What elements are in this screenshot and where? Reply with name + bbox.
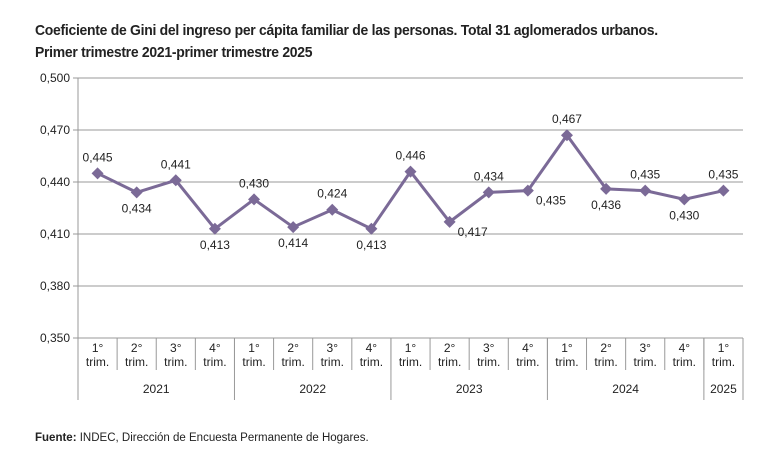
data-label: 0,434 (122, 201, 152, 215)
year-label: 2022 (299, 382, 326, 396)
x-tick-label: trim. (164, 355, 187, 369)
x-tick-label: trim. (125, 355, 148, 369)
x-tick-label: trim. (673, 355, 696, 369)
data-label: 0,414 (278, 236, 308, 250)
x-tick-label: 2° (444, 341, 456, 355)
x-tick-label: 4° (522, 341, 534, 355)
y-tick-label: 0,410 (40, 227, 70, 241)
x-tick-label: 1° (92, 341, 104, 355)
source-label: Fuente: (35, 432, 77, 444)
data-label: 0,430 (239, 176, 269, 190)
data-label: 0,467 (552, 112, 582, 126)
y-tick-label: 0,350 (40, 331, 70, 345)
x-tick-label: trim. (360, 355, 383, 369)
data-label: 0,413 (356, 238, 386, 252)
data-point (365, 222, 378, 235)
x-tick-label: trim. (438, 355, 461, 369)
data-label: 0,424 (317, 187, 347, 201)
x-tick-label: trim. (516, 355, 539, 369)
x-tick-label: trim. (242, 355, 265, 369)
data-label: 0,441 (161, 157, 191, 171)
data-label: 0,435 (630, 168, 660, 182)
x-tick-label: trim. (203, 355, 226, 369)
year-label: 2021 (143, 382, 170, 396)
data-point (600, 182, 613, 195)
x-tick-label: 1° (561, 341, 573, 355)
x-tick-label: 3° (327, 341, 339, 355)
data-point (482, 186, 495, 199)
data-label: 0,435 (536, 194, 566, 208)
chart-subtitle: Primer trimestre 2021-primer trimestre 2… (35, 44, 313, 61)
x-tick-label: 3° (170, 341, 182, 355)
data-label: 0,434 (474, 169, 504, 183)
x-tick-label: 1° (248, 341, 260, 355)
data-point (639, 184, 652, 197)
data-point (287, 221, 300, 234)
y-tick-label: 0,440 (40, 175, 70, 189)
x-tick-label: trim. (634, 355, 657, 369)
data-point (130, 186, 143, 199)
x-tick-label: 2° (600, 341, 612, 355)
x-tick-label: trim. (555, 355, 578, 369)
y-tick-label: 0,500 (40, 71, 70, 85)
x-tick-label: trim. (399, 355, 422, 369)
x-tick-label: 2° (287, 341, 299, 355)
x-tick-label: trim. (594, 355, 617, 369)
data-label: 0,435 (708, 168, 738, 182)
x-tick-label: 3° (483, 341, 495, 355)
x-tick-label: trim. (281, 355, 304, 369)
source-note: Fuente: INDEC, Dirección de Encuesta Per… (35, 432, 369, 444)
x-tick-label: 4° (366, 341, 378, 355)
x-tick-label: 4° (679, 341, 691, 355)
data-point (326, 203, 339, 216)
data-label: 0,446 (395, 149, 425, 163)
x-tick-label: 3° (639, 341, 651, 355)
data-point (404, 165, 417, 178)
data-label: 0,417 (458, 225, 488, 239)
source-text: INDEC, Dirección de Encuesta Permanente … (76, 432, 369, 444)
y-tick-label: 0,380 (40, 279, 70, 293)
data-point (248, 193, 261, 206)
data-point (560, 129, 573, 142)
data-label: 0,413 (200, 238, 230, 252)
data-point (717, 184, 730, 197)
data-point (443, 215, 456, 228)
data-point (91, 167, 104, 180)
x-tick-label: trim. (712, 355, 735, 369)
chart-title: Coeficiente de Gini del ingreso per cápi… (35, 22, 658, 39)
x-tick-label: 4° (209, 341, 221, 355)
x-tick-label: 1° (718, 341, 730, 355)
year-label: 2024 (612, 382, 639, 396)
data-label: 0,430 (669, 208, 699, 222)
year-label: 2023 (456, 382, 483, 396)
data-point (169, 174, 182, 187)
x-tick-label: 1° (405, 341, 417, 355)
x-tick-label: trim. (86, 355, 109, 369)
data-point (678, 193, 691, 206)
x-tick-label: trim. (321, 355, 344, 369)
year-label: 2025 (710, 382, 737, 396)
x-tick-label: 2° (131, 341, 143, 355)
data-label: 0,436 (591, 198, 621, 212)
data-point (208, 222, 221, 235)
y-tick-label: 0,470 (40, 123, 70, 137)
data-point (521, 184, 534, 197)
data-label: 0,445 (83, 150, 113, 164)
x-tick-label: trim. (477, 355, 500, 369)
